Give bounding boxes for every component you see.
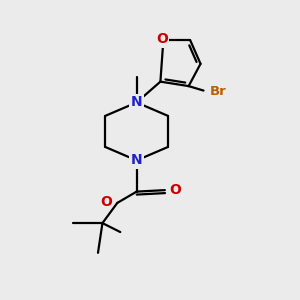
- Text: N: N: [131, 95, 142, 110]
- Text: N: N: [131, 153, 142, 167]
- Text: O: O: [100, 195, 112, 209]
- Text: O: O: [169, 183, 181, 197]
- Text: Br: Br: [210, 85, 227, 98]
- Text: O: O: [156, 32, 168, 46]
